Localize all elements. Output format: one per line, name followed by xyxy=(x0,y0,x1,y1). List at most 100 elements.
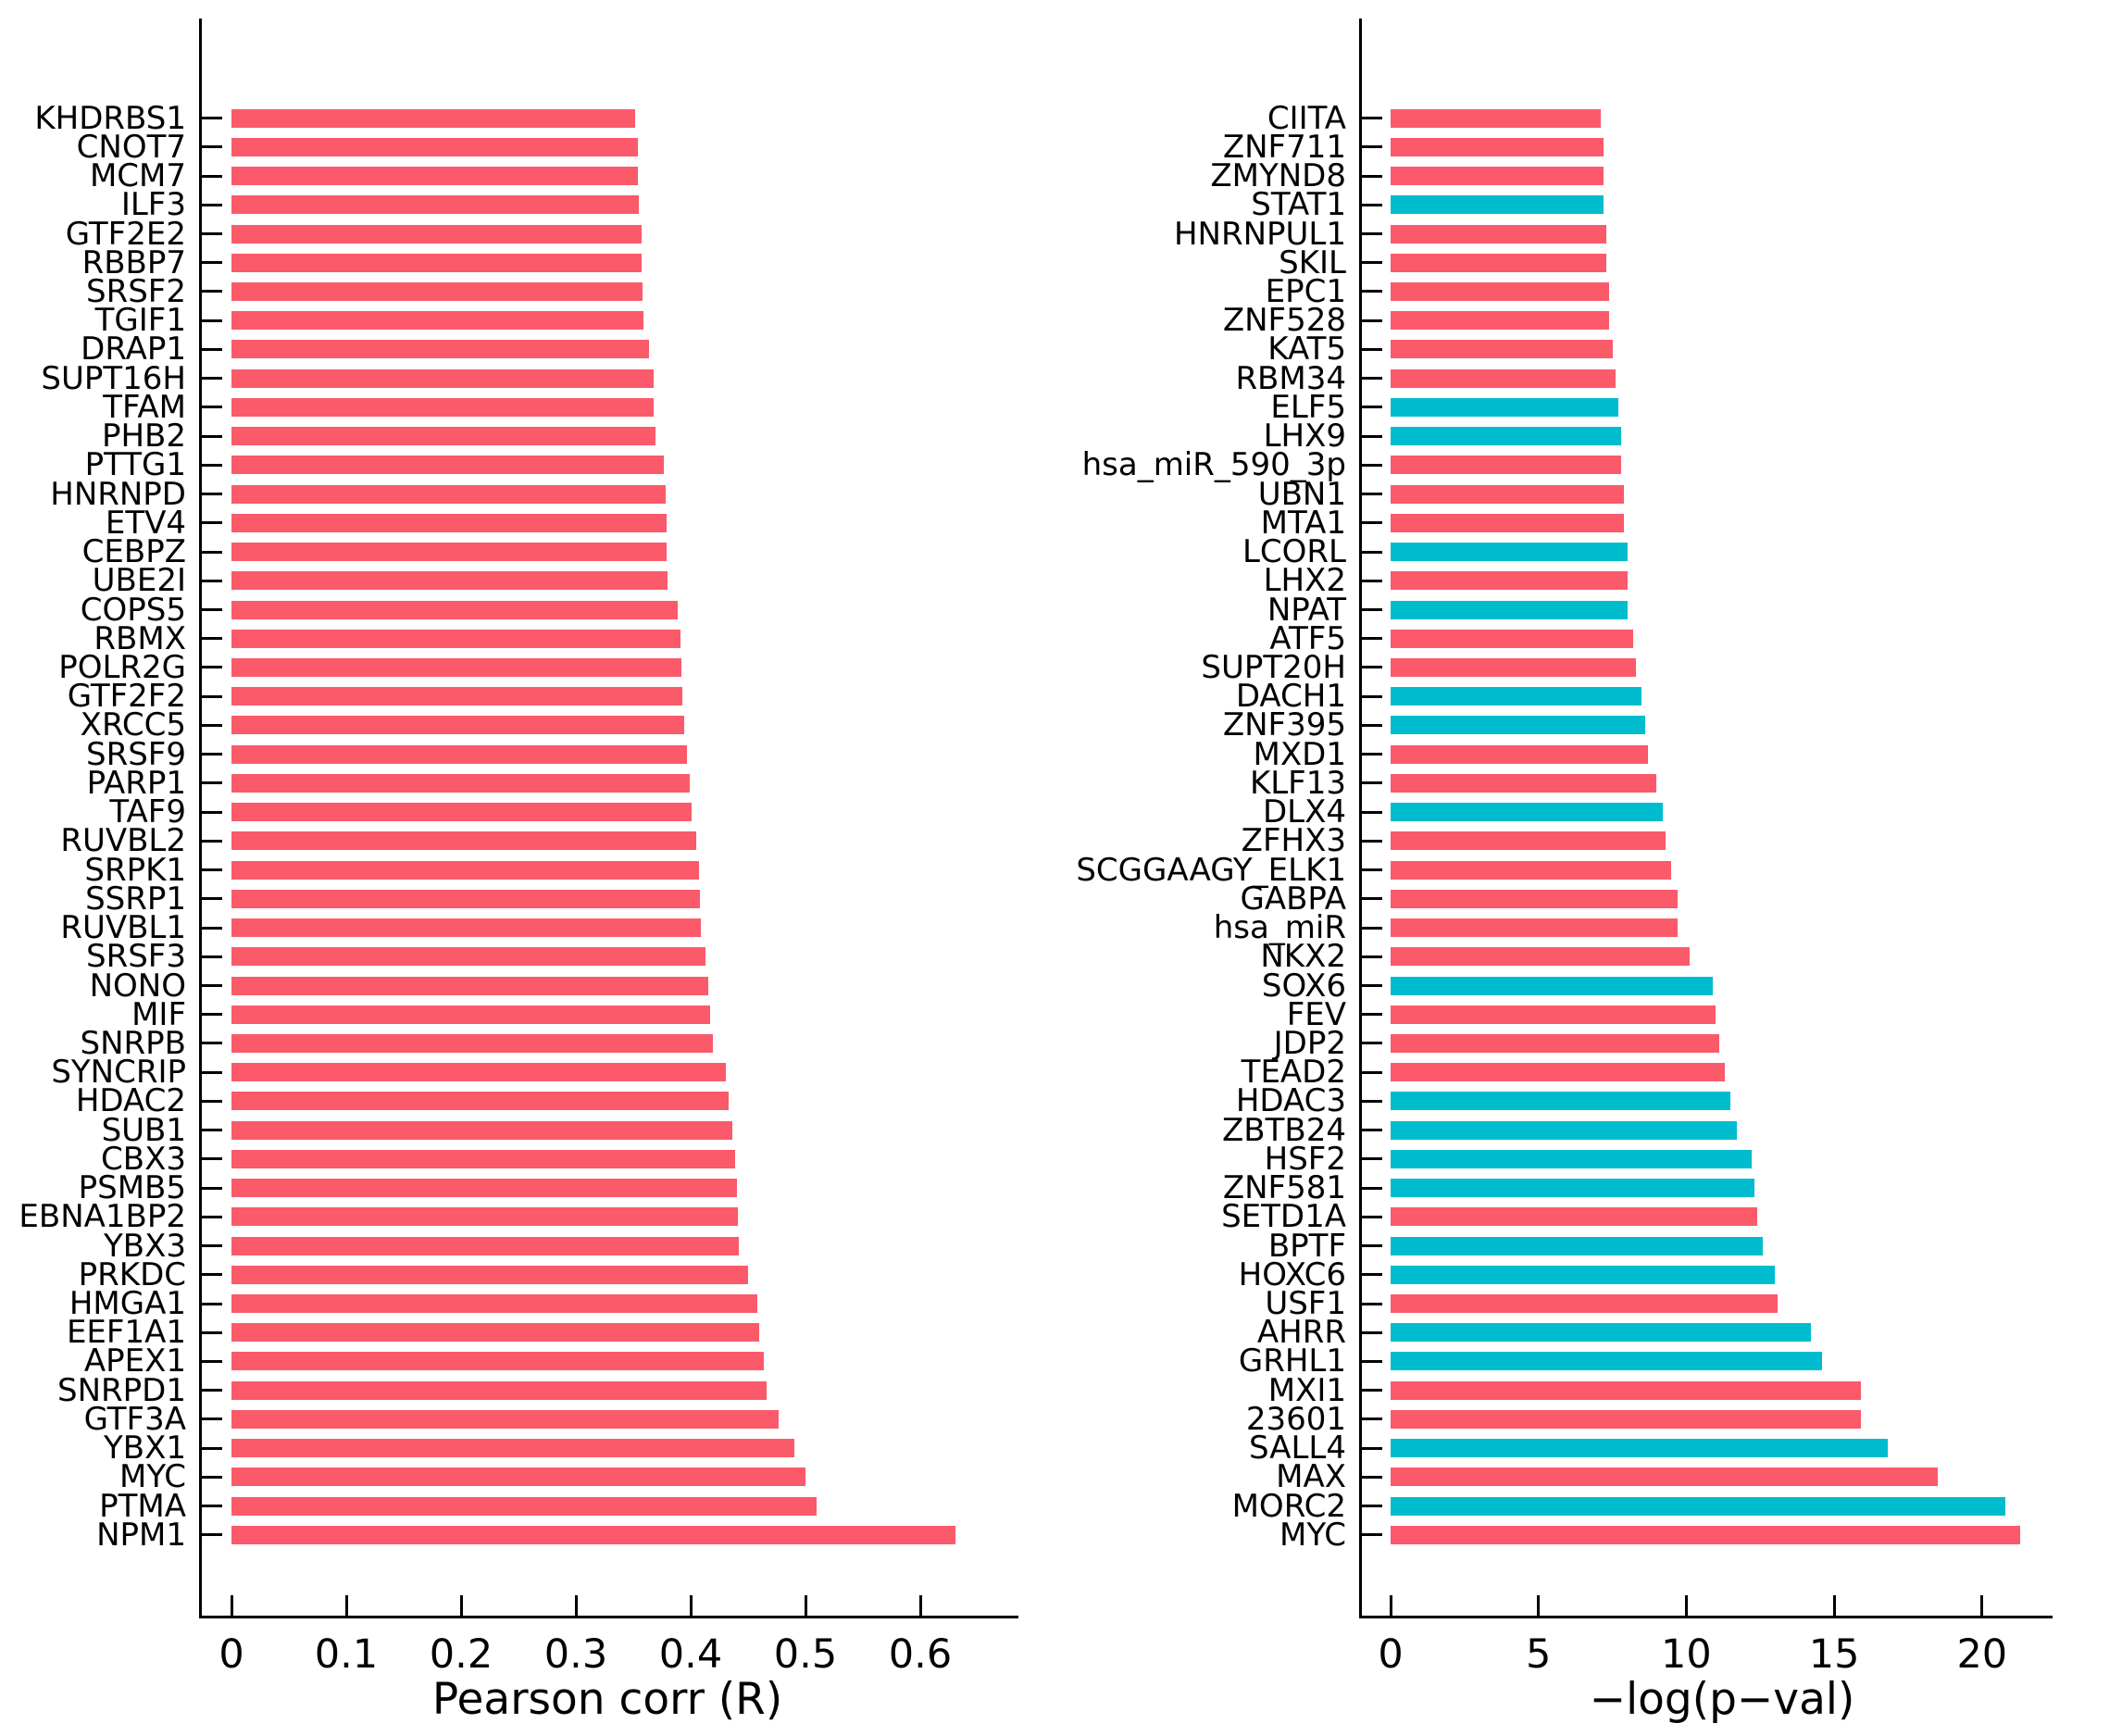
bar xyxy=(1391,1467,1938,1487)
bar xyxy=(1391,340,1613,359)
bar xyxy=(231,716,684,735)
category-label: RUVBL1 xyxy=(60,909,186,947)
bar xyxy=(1391,1323,1811,1343)
category-label: DRAP1 xyxy=(81,331,186,368)
y-tick-mark xyxy=(202,868,222,872)
bar-row: LCORL xyxy=(0,533,2122,570)
category-label: SETD1A xyxy=(1221,1198,1346,1236)
category-label: MTA1 xyxy=(1260,504,1346,542)
category-label: HNRNPUL1 xyxy=(1173,215,1346,253)
category-label: SRSF9 xyxy=(86,735,186,773)
bar-row: MIF xyxy=(0,996,2122,1033)
bar xyxy=(1391,860,1672,880)
category-label: LHX9 xyxy=(1263,418,1346,456)
bar-row: PSMB5 xyxy=(0,1169,2122,1206)
y-tick-mark xyxy=(1362,261,1382,265)
category-label: HDAC2 xyxy=(75,1082,186,1120)
bar xyxy=(1391,716,1645,735)
category-label: PTMA xyxy=(99,1487,186,1525)
y-tick-mark xyxy=(202,637,222,641)
category-label: SRSF3 xyxy=(86,938,186,976)
category-label: RBM34 xyxy=(1235,359,1346,397)
y-tick-mark xyxy=(202,174,222,178)
category-label: SUPT20H xyxy=(1201,648,1346,686)
y-tick-mark xyxy=(202,232,222,236)
y-tick-mark xyxy=(202,463,222,467)
category-label: CBX3 xyxy=(101,1140,186,1178)
y-tick-mark xyxy=(1362,608,1382,612)
category-label: HSF2 xyxy=(1264,1140,1346,1178)
bar xyxy=(1391,1409,1861,1429)
y-tick-mark xyxy=(202,694,222,698)
category-label: GABPA xyxy=(1240,880,1346,918)
category-label: SNRPD1 xyxy=(57,1371,186,1409)
bar xyxy=(1391,831,1666,851)
bar xyxy=(1391,368,1616,388)
x-tick-mark xyxy=(804,1595,807,1616)
bar xyxy=(231,1467,805,1487)
bar-row: JDP2 xyxy=(0,1025,2122,1062)
y-tick-mark xyxy=(202,1446,222,1450)
bar xyxy=(1391,1496,2006,1516)
y-tick-mark xyxy=(202,955,222,958)
category-label: HDAC3 xyxy=(1235,1082,1346,1120)
bar-row: MAX xyxy=(0,1458,2122,1495)
bar xyxy=(1391,803,1663,822)
bar-row: ZNF581 xyxy=(0,1169,2122,1206)
y-tick-mark xyxy=(202,1389,222,1393)
bar-row: MXD1 xyxy=(0,736,2122,773)
y-tick-mark xyxy=(1362,1070,1382,1074)
category-label: SOX6 xyxy=(1261,967,1346,1005)
bar-row: MCM7 xyxy=(0,157,2122,194)
y-tick-mark xyxy=(1362,1359,1382,1363)
y-tick-mark xyxy=(1362,377,1382,381)
bar-row: KLF13 xyxy=(0,765,2122,802)
bar-row: UBE2I xyxy=(0,562,2122,599)
bar xyxy=(1391,947,1690,967)
bar xyxy=(231,571,668,591)
bar-row: ZNF711 xyxy=(0,129,2122,166)
bar-row: DRAP1 xyxy=(0,331,2122,368)
category-label: ELF5 xyxy=(1270,388,1346,426)
bar xyxy=(231,657,682,677)
y-tick-mark xyxy=(1362,926,1382,930)
x-tick-mark xyxy=(344,1595,348,1616)
y-tick-mark xyxy=(202,550,222,554)
bar xyxy=(231,281,643,301)
bar xyxy=(231,195,640,215)
category-label: GTF3A xyxy=(83,1400,186,1438)
y-tick-mark xyxy=(1362,984,1382,987)
category-label: COPS5 xyxy=(80,591,186,629)
y-tick-mark xyxy=(1362,521,1382,525)
category-label: CEBPZ xyxy=(81,533,186,571)
category-label: MYC xyxy=(119,1458,186,1496)
bar-row: hsa_miR xyxy=(0,909,2122,946)
bar xyxy=(231,918,702,938)
bar-row: GTF3A xyxy=(0,1400,2122,1438)
bar-row: SRSF2 xyxy=(0,273,2122,310)
bar-row: TFAM xyxy=(0,389,2122,426)
y-tick-mark xyxy=(202,579,222,582)
bar-row: HOXC6 xyxy=(0,1256,2122,1293)
bar xyxy=(231,773,690,793)
bar-row: KHDRBS1 xyxy=(0,100,2122,137)
y-tick-mark xyxy=(202,1013,222,1017)
bar-row: ELF5 xyxy=(0,388,2122,426)
bar xyxy=(1391,397,1618,417)
y-tick-mark xyxy=(1362,1244,1382,1248)
bar xyxy=(231,1496,818,1516)
bar xyxy=(1391,976,1714,995)
bar xyxy=(231,311,644,331)
y-tick-mark xyxy=(202,1330,222,1334)
bar xyxy=(231,860,699,880)
bar-row: SCGGAAGY_ELK1 xyxy=(0,852,2122,889)
category-label: NONO xyxy=(89,967,186,1005)
bar-row: MYC xyxy=(0,1458,2122,1496)
category-label: GTF2F2 xyxy=(67,678,186,716)
bar-row: CEBPZ xyxy=(0,533,2122,571)
x-tick-label: 0.6 xyxy=(888,1631,953,1678)
bar xyxy=(1391,1033,1719,1053)
category-label: GTF2E2 xyxy=(65,215,186,253)
bar xyxy=(231,1149,736,1168)
